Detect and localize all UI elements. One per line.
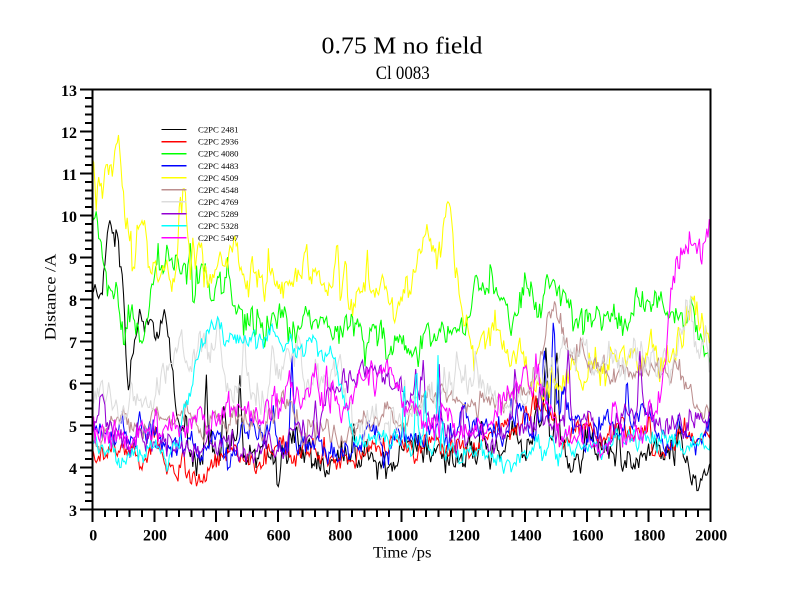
svg-text:9: 9 xyxy=(69,251,77,268)
svg-text:13: 13 xyxy=(61,83,77,100)
svg-text:1600: 1600 xyxy=(572,528,604,545)
svg-text:1800: 1800 xyxy=(633,528,665,545)
svg-text:C2PC 5328: C2PC 5328 xyxy=(198,221,239,231)
svg-text:C2PC 5497: C2PC 5497 xyxy=(198,233,239,243)
svg-text:1000: 1000 xyxy=(386,528,418,545)
svg-text:C2PC 4483: C2PC 4483 xyxy=(198,161,239,171)
svg-text:C2PC 5289: C2PC 5289 xyxy=(198,209,239,219)
svg-text:800: 800 xyxy=(328,528,352,545)
svg-text:7: 7 xyxy=(69,335,77,352)
svg-text:3: 3 xyxy=(69,503,77,520)
svg-text:C2PC 4769: C2PC 4769 xyxy=(198,197,239,207)
svg-text:Distance /A: Distance /A xyxy=(43,253,60,340)
svg-text:1200: 1200 xyxy=(448,528,480,545)
svg-text:1400: 1400 xyxy=(510,528,542,545)
svg-text:C2PC 4548: C2PC 4548 xyxy=(198,185,239,195)
svg-text:600: 600 xyxy=(267,528,291,545)
svg-text:4: 4 xyxy=(69,461,77,478)
svg-text:Cl 0083: Cl 0083 xyxy=(376,63,430,84)
svg-text:C2PC 2481: C2PC 2481 xyxy=(198,125,239,135)
svg-text:C2PC 2936: C2PC 2936 xyxy=(198,137,239,147)
svg-text:Time /ps: Time /ps xyxy=(373,544,432,561)
svg-text:11: 11 xyxy=(62,167,77,184)
svg-text:200: 200 xyxy=(143,528,167,545)
svg-text:10: 10 xyxy=(61,209,77,226)
svg-text:8: 8 xyxy=(69,293,77,310)
svg-text:2000: 2000 xyxy=(695,528,727,545)
svg-text:0.75 M no field: 0.75 M no field xyxy=(322,34,483,60)
svg-text:5: 5 xyxy=(69,419,77,436)
svg-text:0: 0 xyxy=(89,528,97,545)
svg-text:C2PC 4509: C2PC 4509 xyxy=(198,173,239,183)
svg-text:C2PC 4080: C2PC 4080 xyxy=(198,149,239,159)
svg-text:400: 400 xyxy=(205,528,229,545)
svg-text:6: 6 xyxy=(69,377,77,394)
svg-text:12: 12 xyxy=(61,125,77,142)
